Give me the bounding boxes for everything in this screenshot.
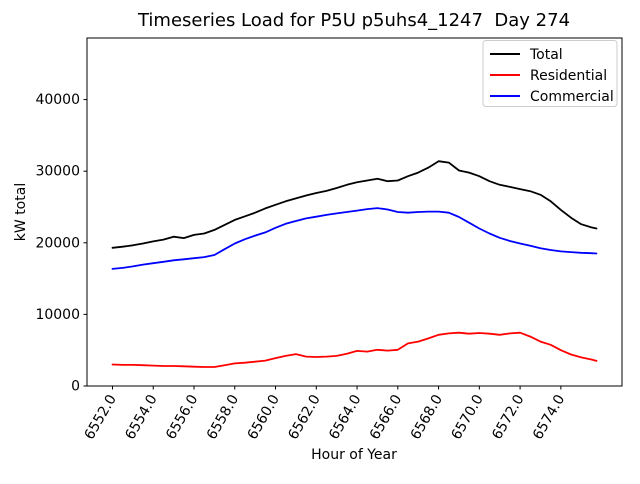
x-tick-label: 6552.0 bbox=[82, 392, 120, 442]
legend-label: Total bbox=[529, 47, 563, 63]
x-tick-label: 6570.0 bbox=[448, 392, 486, 442]
x-tick-label: 6554.0 bbox=[122, 392, 160, 442]
legend: Total Residential Commercial bbox=[482, 40, 618, 107]
legend-label: Residential bbox=[530, 68, 607, 84]
x-axis-label: Hour of Year bbox=[311, 447, 397, 463]
x-tick-label: 6562.0 bbox=[285, 392, 323, 442]
y-tick-label: 40000 bbox=[35, 92, 80, 108]
x-tick-label: 6574.0 bbox=[530, 392, 568, 442]
legend-label: Commercial bbox=[530, 89, 614, 105]
x-tick-label: 6568.0 bbox=[408, 392, 446, 442]
x-tick-label: 6560.0 bbox=[245, 392, 283, 442]
y-axis-ticks: 0 10000 20000 30000 40000 bbox=[35, 92, 87, 395]
x-tick-label: 6566.0 bbox=[367, 392, 405, 442]
y-tick-label: 20000 bbox=[35, 235, 80, 251]
y-axis-label: kW total bbox=[13, 183, 29, 241]
plot-frame bbox=[86, 37, 623, 387]
legend-box bbox=[482, 40, 618, 107]
series-lines bbox=[111, 160, 598, 368]
x-tick-label: 6572.0 bbox=[489, 392, 527, 442]
series-line-commercial bbox=[111, 207, 598, 270]
series-line-total bbox=[111, 160, 598, 249]
x-tick-label: 6564.0 bbox=[326, 392, 364, 442]
y-tick-label: 30000 bbox=[35, 164, 80, 180]
x-tick-label: 6556.0 bbox=[163, 392, 201, 442]
x-axis-ticks: 6552.0 6554.0 6556.0 6558.0 6560.0 6562.0 6564… bbox=[82, 386, 568, 442]
y-tick-label: 0 bbox=[71, 379, 80, 395]
series-line-residential bbox=[111, 331, 598, 368]
chart-title: Timeseries Load for P5U p5uhs4_1247 Day … bbox=[137, 10, 570, 31]
y-tick-label: 10000 bbox=[35, 307, 80, 323]
x-tick-label: 6558.0 bbox=[204, 392, 242, 442]
